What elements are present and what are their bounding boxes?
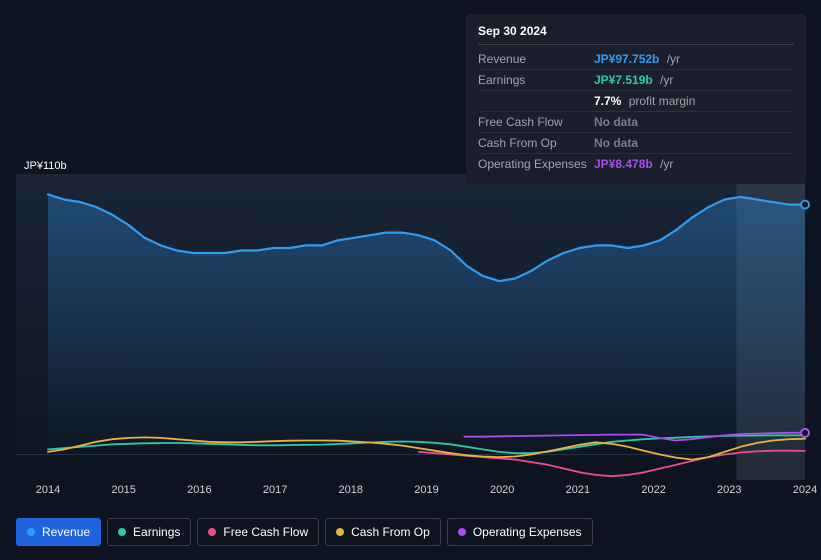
tooltip-row-subvalue: 7.7% profit margin <box>594 94 695 108</box>
tooltip-row-value: JP¥97.752b /yr <box>594 52 680 66</box>
tooltip-row: RevenueJP¥97.752b /yr <box>478 49 794 70</box>
tooltip-row: Cash From OpNo data <box>478 133 794 154</box>
chart-svg <box>16 174 805 480</box>
tooltip-row: Operating ExpensesJP¥8.478b /yr <box>478 154 794 174</box>
tooltip-row-label: Operating Expenses <box>478 157 594 171</box>
legend-label: Revenue <box>42 525 90 539</box>
legend-label: Earnings <box>133 525 180 539</box>
y-max-label: JP¥110b <box>24 160 67 172</box>
x-axis-year: 2018 <box>339 484 363 496</box>
legend-item[interactable]: Revenue <box>16 518 101 546</box>
legend: Revenue Earnings Free Cash Flow Cash From O… <box>16 518 593 546</box>
legend-swatch <box>27 528 35 536</box>
x-axis-year: 2024 <box>793 484 817 496</box>
tooltip-row: 7.7% profit margin <box>478 91 794 112</box>
legend-label: Free Cash Flow <box>223 525 308 539</box>
x-axis-year: 2023 <box>717 484 741 496</box>
tooltip-row-value: JP¥7.519b /yr <box>594 73 673 87</box>
tooltip-row-label: Cash From Op <box>478 136 594 150</box>
x-axis-year: 2021 <box>566 484 590 496</box>
legend-item[interactable]: Free Cash Flow <box>197 518 319 546</box>
tooltip-row: EarningsJP¥7.519b /yr <box>478 70 794 91</box>
hover-marker-opex <box>801 429 809 437</box>
legend-label: Cash From Op <box>351 525 430 539</box>
x-axis-year: 2020 <box>490 484 514 496</box>
legend-swatch <box>118 528 126 536</box>
hover-marker-revenue <box>801 201 809 209</box>
tooltip-date: Sep 30 2024 <box>478 24 794 45</box>
tooltip-row-label: Free Cash Flow <box>478 115 594 129</box>
legend-item[interactable]: Operating Expenses <box>447 518 593 546</box>
x-axis-year: 2022 <box>641 484 665 496</box>
legend-swatch <box>208 528 216 536</box>
tooltip-row-value: No data <box>594 115 638 129</box>
tooltip-row-value: No data <box>594 136 638 150</box>
tooltip-row-label: Revenue <box>478 52 594 66</box>
tooltip-row-value: JP¥8.478b /yr <box>594 157 673 171</box>
x-axis-year: 2014 <box>36 484 60 496</box>
x-axis-year: 2019 <box>414 484 438 496</box>
tooltip-row: Free Cash FlowNo data <box>478 112 794 133</box>
legend-item[interactable]: Earnings <box>107 518 191 546</box>
x-axis-year: 2016 <box>187 484 211 496</box>
tooltip-row-label: Earnings <box>478 73 594 87</box>
chart-plot-area[interactable] <box>16 174 805 480</box>
legend-swatch <box>336 528 344 536</box>
x-axis-year: 2015 <box>111 484 135 496</box>
legend-swatch <box>458 528 466 536</box>
legend-item[interactable]: Cash From Op <box>325 518 441 546</box>
x-axis-labels: 2014 2015 2016 2017 2018 2019 2020 2021 2022 2023… <box>16 484 805 502</box>
hover-tooltip: Sep 30 2024 RevenueJP¥97.752b /yrEarning… <box>466 14 806 184</box>
x-axis-year: 2017 <box>263 484 287 496</box>
legend-label: Operating Expenses <box>473 525 582 539</box>
